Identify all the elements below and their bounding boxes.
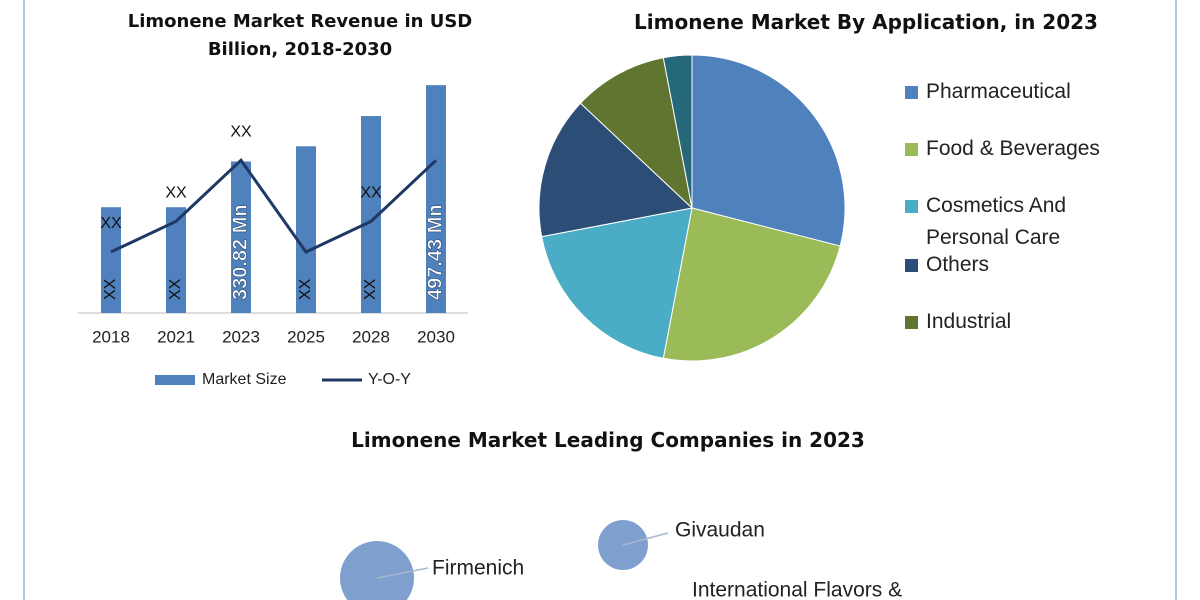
chart-title: Limonene Market Revenue in USD Billion, … bbox=[127, 11, 473, 60]
legend-label: Y-O-Y bbox=[368, 371, 411, 388]
leader-line bbox=[376, 567, 429, 579]
bar-label: XX bbox=[167, 278, 184, 300]
x-tick-label: 2023 bbox=[222, 327, 260, 346]
bar bbox=[101, 207, 121, 313]
legend-swatch bbox=[905, 200, 918, 213]
bar-label: XX bbox=[297, 278, 314, 300]
bubble bbox=[340, 541, 414, 600]
bubble-label: Givaudan bbox=[675, 519, 765, 542]
line-label: XX bbox=[100, 215, 122, 232]
legend-label: Market Size bbox=[202, 371, 287, 388]
x-tick-label: 2025 bbox=[287, 327, 325, 346]
legend-swatch bbox=[905, 316, 918, 329]
legend-item: Pharmaceutical bbox=[905, 76, 1145, 108]
bar-label: 330.82 Mn bbox=[229, 204, 251, 300]
legend-label: Cosmetics And Personal Care bbox=[926, 194, 1067, 249]
bubble-label: Firmenich bbox=[432, 557, 524, 580]
line-label: XX bbox=[360, 185, 382, 202]
legend-item: Others bbox=[905, 249, 1145, 281]
pie-slice bbox=[662, 207, 841, 362]
legend-item: Cosmetics And Personal Care bbox=[905, 190, 1145, 254]
legend-swatch bbox=[905, 86, 918, 99]
pie-slice bbox=[691, 54, 846, 247]
leader-line bbox=[622, 532, 669, 546]
bar bbox=[426, 85, 446, 313]
legend-item: Food & Beverages bbox=[905, 133, 1145, 165]
bar bbox=[231, 161, 251, 313]
bar bbox=[296, 146, 316, 313]
pie-slice bbox=[538, 102, 694, 238]
bar bbox=[166, 207, 186, 313]
bubble-label: International Flavors & bbox=[692, 579, 902, 600]
line bbox=[110, 158, 438, 254]
legend-swatch bbox=[905, 143, 918, 156]
legend-label: Industrial bbox=[926, 310, 1012, 333]
legend-swatch bbox=[905, 259, 918, 272]
pie-slice bbox=[541, 207, 693, 359]
bar-label: XX bbox=[102, 278, 119, 300]
x-tick-label: 2030 bbox=[417, 327, 455, 346]
pie-slice bbox=[662, 54, 693, 209]
x-tick-label: 2021 bbox=[157, 327, 195, 346]
line-label: XX bbox=[165, 185, 187, 202]
bar-label: 497.43 Mn bbox=[424, 204, 446, 300]
legend-label: Pharmaceutical bbox=[926, 80, 1071, 103]
legend-label: Food & Beverages bbox=[926, 137, 1100, 160]
bar bbox=[361, 116, 381, 313]
line-label: XX bbox=[230, 124, 252, 141]
legend-item: Industrial bbox=[905, 306, 1145, 338]
chart-title: Limonene Market By Application, in 2023 bbox=[634, 10, 1098, 34]
chart-title: Limonene Market Leading Companies in 202… bbox=[351, 428, 865, 452]
frame bbox=[23, 0, 1177, 600]
pie-slice bbox=[579, 57, 693, 210]
legend-swatch bbox=[155, 375, 195, 385]
x-tick-label: 2018 bbox=[92, 327, 130, 346]
x-tick-label: 2028 bbox=[352, 327, 390, 346]
legend-label: Others bbox=[926, 253, 990, 276]
bar-label: XX bbox=[362, 278, 379, 300]
